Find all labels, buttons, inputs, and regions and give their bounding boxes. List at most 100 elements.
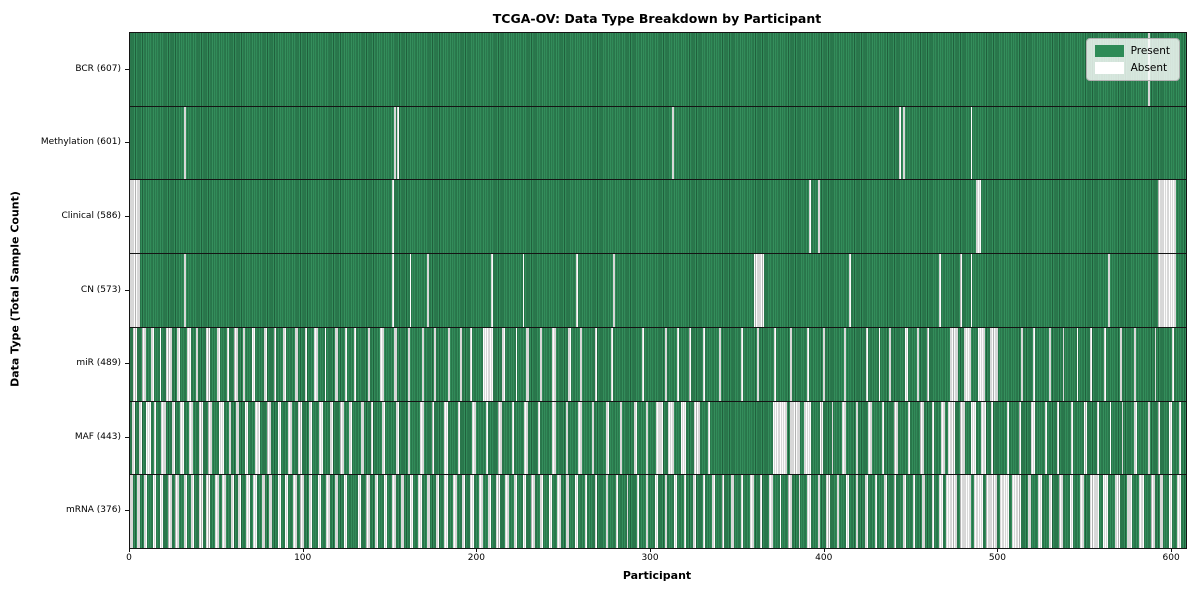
absent-stripe: [229, 401, 231, 475]
absent-stripe: [946, 475, 957, 549]
absent-stripe: [932, 401, 935, 475]
absent-stripe: [883, 475, 888, 549]
absent-stripe: [565, 401, 568, 475]
absent-stripe: [1102, 475, 1108, 549]
absent-stripe: [819, 401, 823, 475]
x-tick-label-300: 300: [641, 553, 659, 563]
absent-stripe: [340, 401, 344, 475]
absent-stripe: [894, 475, 896, 549]
absent-stripe: [1172, 327, 1174, 401]
absent-stripe: [845, 475, 850, 549]
absent-stripe: [154, 401, 157, 475]
absent-stripe: [491, 254, 493, 327]
absent-stripe: [501, 327, 506, 401]
absent-stripe: [779, 475, 782, 549]
legend-label-present: Present: [1130, 45, 1170, 57]
absent-stripe: [1080, 475, 1084, 549]
heatmap-row-bcr: [130, 33, 1186, 106]
absent-stripe: [595, 327, 598, 401]
absent-stripe: [1168, 475, 1173, 549]
present-swatch-icon: [1094, 45, 1124, 57]
absent-stripe: [730, 475, 735, 549]
absent-stripe: [817, 475, 820, 549]
absent-stripe: [595, 475, 598, 549]
absent-stripe: [645, 475, 648, 549]
absent-stripe: [435, 475, 440, 549]
absent-stripe: [326, 475, 330, 549]
absent-stripe: [902, 106, 905, 180]
absent-stripe: [1076, 327, 1079, 401]
absent-stripe: [642, 327, 645, 401]
absent-stripe: [1179, 401, 1181, 475]
absent-stripe: [1133, 327, 1136, 401]
absent-stripe: [1158, 401, 1160, 475]
absent-stripe: [842, 401, 846, 475]
absent-stripe: [317, 475, 322, 549]
absent-stripe: [889, 327, 891, 401]
absent-stripe: [689, 327, 691, 401]
absent-stripe: [298, 401, 302, 475]
absent-stripe: [130, 475, 134, 549]
absent-stripe: [166, 327, 172, 401]
absent-stripe: [866, 327, 869, 401]
absent-stripe: [199, 401, 203, 475]
absent-stripe: [472, 401, 476, 475]
absent-stripe: [1021, 327, 1023, 401]
absent-stripe: [130, 180, 141, 254]
absent-stripe: [282, 327, 287, 401]
absent-stripe: [171, 401, 176, 475]
absent-stripe: [970, 106, 973, 180]
y-tick-mark: [125, 215, 129, 217]
y-tick-label-mrna: mRNA (376): [66, 505, 121, 516]
absent-stripe: [1154, 327, 1157, 401]
absent-stripe: [308, 401, 313, 475]
absent-stripe: [654, 475, 658, 549]
absent-stripe: [470, 475, 474, 549]
absent-stripe: [831, 401, 834, 475]
absent-stripe: [1120, 327, 1122, 401]
absent-stripe: [882, 401, 884, 475]
x-tick-mark: [302, 548, 304, 552]
absent-stripe: [267, 401, 271, 475]
absent-stripe: [180, 401, 184, 475]
absent-stripe: [1121, 401, 1124, 475]
absent-stripe: [383, 475, 388, 549]
absent-stripe: [1071, 401, 1074, 475]
x-tick-mark: [650, 548, 652, 552]
y-tick-label-methylation: Methylation (601): [40, 137, 121, 148]
absent-stripe: [1097, 401, 1100, 475]
absent-stripe: [692, 475, 697, 549]
absent-stripe: [1109, 401, 1112, 475]
x-tick-label-400: 400: [815, 553, 833, 563]
absent-stripe: [136, 475, 141, 549]
absent-stripe: [552, 327, 556, 401]
absent-stripe: [427, 254, 429, 327]
absent-stripe: [856, 475, 858, 549]
absent-stripe: [206, 327, 210, 401]
absent-stripe: [1133, 401, 1138, 475]
absent-stripe: [899, 106, 902, 180]
y-tick-mark: [125, 363, 129, 365]
absent-stripe: [470, 327, 473, 401]
legend-item-absent: Absent: [1094, 62, 1170, 74]
legend: Present Absent: [1085, 38, 1180, 81]
absent-stripe: [284, 475, 289, 549]
absent-stripe: [1090, 475, 1100, 549]
x-tick-mark: [1171, 548, 1173, 552]
absent-stripe: [963, 327, 971, 401]
absent-stripe: [395, 401, 400, 475]
absent-stripe: [407, 401, 410, 475]
absent-stripe: [295, 327, 299, 401]
absent-stripe: [400, 475, 405, 549]
absent-stripe: [277, 401, 282, 475]
absent-stripe: [694, 401, 700, 475]
absent-stripe: [664, 475, 667, 549]
x-tick-label-100: 100: [294, 553, 312, 563]
absent-stripe: [989, 327, 999, 401]
absent-stripe: [176, 327, 181, 401]
absent-stripe: [711, 475, 716, 549]
absent-stripe: [1126, 475, 1133, 549]
absent-stripe: [1114, 475, 1120, 549]
absent-stripe: [208, 401, 212, 475]
absent-stripe: [703, 475, 705, 549]
